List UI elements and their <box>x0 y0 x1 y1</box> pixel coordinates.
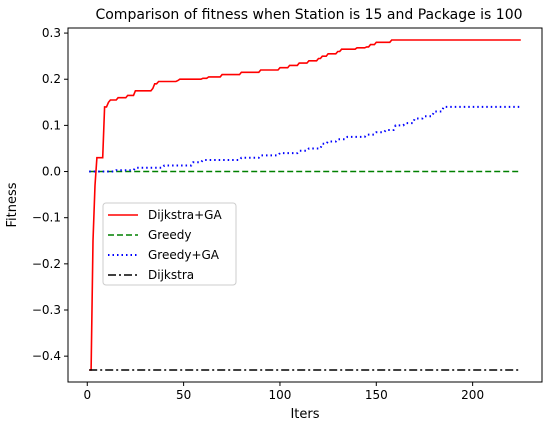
legend-label: Greedy <box>148 228 191 242</box>
y-tick-label: −0.1 <box>32 211 61 225</box>
plot-frame <box>67 27 543 383</box>
x-axis-ticks: 0 50 100 150 200 <box>83 382 484 402</box>
series-line-dijkstra-ga <box>89 39 521 371</box>
x-tick-label: 0 <box>83 388 91 402</box>
y-tick-label: 0.2 <box>42 72 61 86</box>
plot-lines <box>89 39 521 371</box>
y-tick-label: 0.1 <box>42 118 61 132</box>
chart-title: Comparison of fitness when Station is 15… <box>95 7 522 23</box>
x-tick-label: 150 <box>365 388 388 402</box>
y-tick-label: −0.3 <box>32 303 61 317</box>
series-line-greedy-ga <box>89 105 521 173</box>
y-tick-label: −0.2 <box>32 257 61 271</box>
legend-items: Dijkstra+GA Greedy Greedy+GA Dijkstra <box>108 208 222 282</box>
legend: Dijkstra+GA Greedy Greedy+GA Dijkstra <box>102 202 237 286</box>
legend-label: Dijkstra <box>148 268 194 282</box>
y-axis-ticks: −0.4 −0.3 −0.2 −0.1 0.0 0.1 0.2 0.3 <box>32 26 68 363</box>
y-tick-label: −0.4 <box>32 349 61 363</box>
x-tick-label: 50 <box>176 388 191 402</box>
y-tick-label: 0.3 <box>42 26 61 40</box>
x-tick-label: 100 <box>268 388 291 402</box>
x-tick-label: 200 <box>461 388 484 402</box>
legend-label: Greedy+GA <box>148 248 220 262</box>
x-axis-label: Iters <box>290 407 319 422</box>
legend-label: Dijkstra+GA <box>148 208 222 222</box>
y-tick-label: 0.0 <box>42 165 61 179</box>
y-axis-label: Fitness <box>5 182 20 227</box>
legend-box <box>102 202 237 286</box>
